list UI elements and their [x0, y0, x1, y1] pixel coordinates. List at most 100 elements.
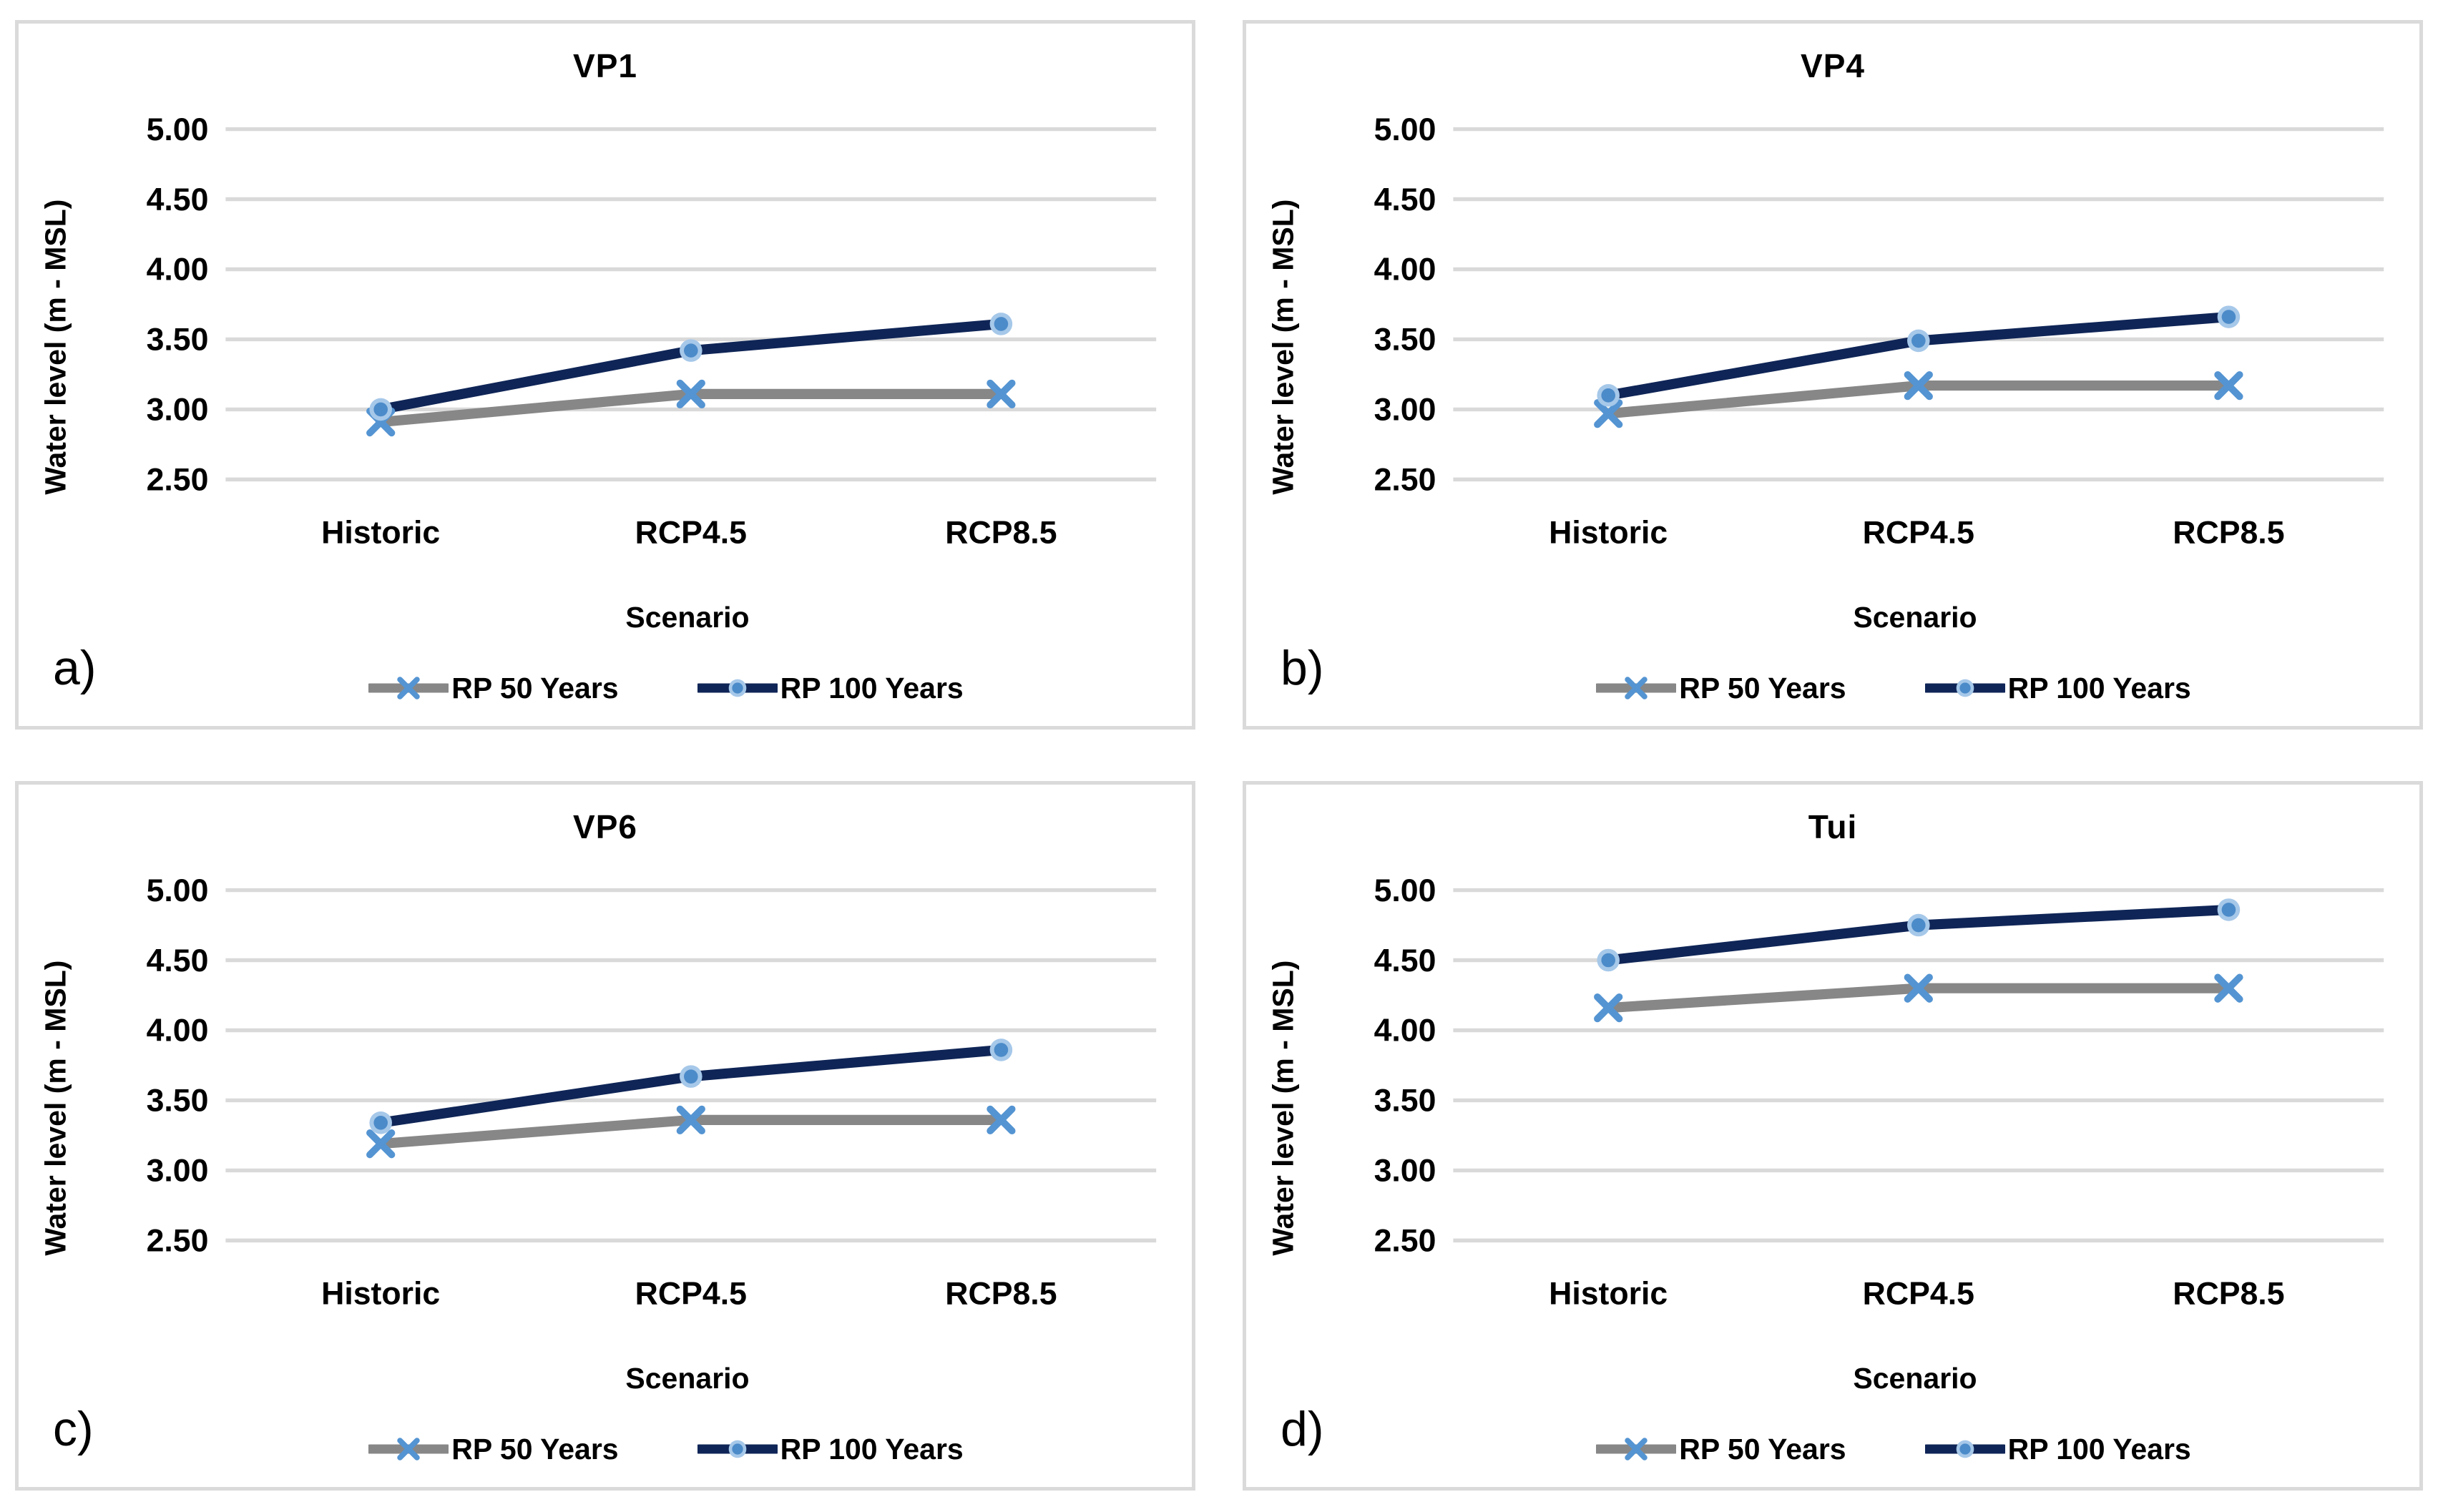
x-marker-icon: [1904, 973, 1933, 1003]
x-marker-icon: [1625, 1438, 1648, 1461]
y-tick-label: 2.50: [147, 1224, 209, 1259]
x-category-label: RCP4.5: [1863, 1277, 1974, 1312]
line-chart-vp4: 2.50 3.00 3.50 4.00 4.50 5.00 Historic RCP4.5 RC…: [1374, 112, 2384, 551]
legend: RP 50 Years RP 100 Years: [1246, 672, 2419, 705]
y-tick-label: 5.00: [147, 112, 209, 147]
x-marker-icon: [397, 677, 421, 699]
y-tick-label: 5.00: [147, 873, 209, 908]
chart-title: VP1: [573, 47, 637, 84]
x-category-label: RCP8.5: [2173, 516, 2284, 551]
panel-tui: Tui Water level (m - MSL) 2.50 3.00 3.50 4.…: [1243, 781, 2423, 1491]
x-marker-icon: [1904, 370, 1933, 401]
panel-letter: b): [1281, 641, 1324, 695]
y-axis-title: Water level (m - MSL): [39, 960, 72, 1256]
x-category-label: Historic: [321, 1277, 440, 1312]
y-tick-label: 4.50: [1374, 182, 1436, 217]
line-chart-tui: 2.50 3.00 3.50 4.00 4.50 5.00 Historic RCP4.5 RC…: [1374, 873, 2384, 1312]
y-tick-label: 4.50: [147, 943, 209, 978]
y-axis-title: Water level (m - MSL): [39, 199, 72, 495]
circle-marker-icon: [373, 1116, 388, 1130]
x-category-label: Historic: [1549, 516, 1668, 551]
chart-title: Tui: [1808, 808, 1858, 845]
y-tick-label: 3.50: [1374, 323, 1436, 358]
circle-marker-icon: [373, 402, 388, 417]
x-category-label: RCP8.5: [2173, 1277, 2284, 1312]
legend-line-sample-icon: [1924, 1440, 2005, 1458]
panel-letter: d): [1281, 1402, 1324, 1456]
circle-marker-icon: [1911, 333, 1926, 348]
circle-marker-icon: [1601, 953, 1615, 968]
line-chart-vp6: 2.50 3.00 3.50 4.00 4.50 5.00 Historic RCP4.5 RC…: [147, 873, 1157, 1312]
legend: RP 50 Years RP 100 Years: [19, 1433, 1192, 1466]
legend-label: RP 100 Years: [780, 671, 964, 705]
chart-area: Water level (m - MSL) 2.50 3.00 3.50 4.00 4.…: [1258, 859, 2399, 1358]
legend-line-sample-icon: [1924, 679, 2005, 697]
x-category-label: RCP8.5: [945, 516, 1057, 551]
y-tick-label: 2.50: [1374, 463, 1436, 498]
y-tick-label: 5.00: [1374, 112, 1436, 147]
x-marker-icon: [1594, 399, 1623, 428]
legend: RP 50 Years RP 100 Years: [1246, 1433, 2419, 1466]
circle-marker-icon: [2221, 310, 2236, 324]
legend-label: RP 100 Years: [780, 1432, 964, 1466]
panel-vp1: VP1 Water level (m - MSL) 2.50 3.00 3.50 4.…: [15, 20, 1195, 730]
legend-label: RP 100 Years: [2007, 1432, 2191, 1466]
legend-line-sample-icon: [697, 679, 778, 697]
legend: RP 50 Years RP 100 Years: [19, 672, 1192, 705]
x-category-label: RCP4.5: [1863, 516, 1974, 551]
legend-line-sample-icon: [368, 677, 449, 699]
panel-letter: c): [53, 1402, 94, 1456]
x-marker-icon: [366, 1129, 396, 1159]
circle-marker-icon: [731, 682, 743, 694]
chart-title: VP4: [1801, 47, 1865, 84]
legend-label: RP 50 Years: [1679, 1432, 1846, 1466]
y-tick-label: 5.00: [1374, 873, 1436, 908]
legend-line-sample-icon: [1596, 677, 1677, 699]
x-axis-title: Scenario: [625, 600, 750, 634]
x-axis-title: Scenario: [1853, 600, 1977, 634]
x-marker-icon: [1625, 677, 1648, 699]
y-tick-label: 3.50: [1374, 1084, 1436, 1119]
chart-title: VP6: [573, 808, 637, 845]
circle-marker-icon: [1911, 918, 1926, 933]
x-category-label: Historic: [1549, 1277, 1668, 1312]
y-tick-label: 3.00: [1374, 1154, 1436, 1189]
y-tick-label: 4.50: [1374, 943, 1436, 978]
x-axis-title: Scenario: [1853, 1361, 1977, 1395]
y-tick-label: 3.00: [147, 1154, 209, 1189]
x-marker-icon: [676, 379, 705, 409]
legend-item-rp50: RP 50 Years: [1596, 672, 1846, 705]
circle-marker-icon: [731, 1443, 743, 1455]
legend-item-rp100: RP 100 Years: [1924, 671, 2191, 705]
legend-line-sample-icon: [368, 1438, 449, 1461]
y-tick-label: 2.50: [147, 463, 209, 498]
y-tick-label: 3.00: [147, 393, 209, 428]
legend-line-sample-icon: [697, 1440, 778, 1458]
x-category-label: Historic: [321, 516, 440, 551]
chart-area: Water level (m - MSL) 2.50 3.00 3.50 4.00 4.…: [1258, 98, 2399, 597]
x-category-label: RCP8.5: [945, 1277, 1057, 1312]
circle-marker-icon: [1959, 682, 1971, 694]
panel-vp4: VP4 Water level (m - MSL) 2.50 3.00 3.50 4.…: [1243, 20, 2423, 730]
y-tick-label: 2.50: [1374, 1224, 1436, 1259]
y-tick-label: 4.00: [1374, 1013, 1436, 1049]
legend-label: RP 100 Years: [2007, 671, 2191, 705]
circle-marker-icon: [684, 1069, 698, 1084]
circle-marker-icon: [1959, 1443, 1971, 1455]
legend-label: RP 50 Years: [451, 1432, 619, 1466]
panel-letter: a): [53, 641, 97, 695]
circle-marker-icon: [994, 1043, 1009, 1057]
circle-marker-icon: [994, 317, 1009, 331]
legend-label: RP 50 Years: [451, 671, 619, 705]
y-tick-label: 4.50: [147, 182, 209, 217]
legend-item-rp100: RP 100 Years: [1924, 1432, 2191, 1466]
x-marker-icon: [2214, 370, 2243, 401]
x-marker-icon: [987, 379, 1016, 409]
y-tick-label: 4.00: [147, 252, 209, 288]
legend-label: RP 50 Years: [1679, 671, 1846, 705]
legend-line-sample-icon: [1596, 1438, 1677, 1461]
y-tick-label: 3.50: [147, 1084, 209, 1119]
panel-vp6: VP6 Water level (m - MSL) 2.50 3.00 3.50 4.…: [15, 781, 1195, 1491]
y-tick-label: 4.00: [147, 1013, 209, 1049]
legend-item-rp50: RP 50 Years: [1596, 1433, 1846, 1466]
